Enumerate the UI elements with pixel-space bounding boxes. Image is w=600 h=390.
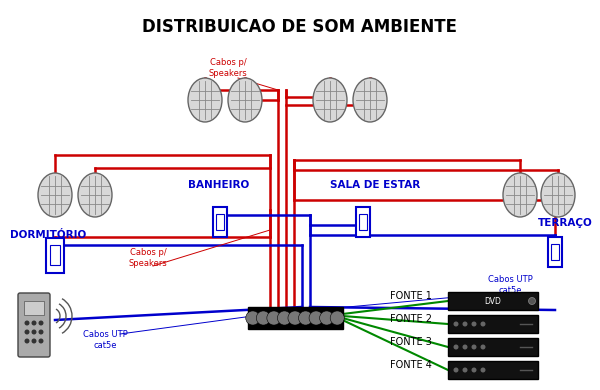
FancyBboxPatch shape	[551, 244, 559, 261]
Text: Cabos UTP
cat5e: Cabos UTP cat5e	[83, 330, 127, 350]
FancyBboxPatch shape	[213, 207, 227, 237]
Text: FONTE 3: FONTE 3	[390, 337, 432, 347]
Circle shape	[481, 367, 485, 372]
Text: FONTE 2: FONTE 2	[390, 314, 432, 324]
Ellipse shape	[188, 78, 222, 122]
FancyBboxPatch shape	[448, 361, 538, 379]
Circle shape	[25, 339, 29, 344]
Circle shape	[463, 367, 467, 372]
Circle shape	[309, 311, 323, 325]
Text: SALA DE ESTAR: SALA DE ESTAR	[330, 180, 420, 190]
Circle shape	[288, 311, 302, 325]
FancyBboxPatch shape	[448, 292, 538, 310]
Ellipse shape	[38, 173, 72, 217]
Circle shape	[267, 311, 281, 325]
Circle shape	[463, 344, 467, 349]
Text: TERRAÇO: TERRAÇO	[538, 218, 593, 228]
FancyBboxPatch shape	[359, 214, 367, 230]
Circle shape	[454, 344, 458, 349]
Circle shape	[32, 321, 37, 326]
Text: DISTRIBUICAO DE SOM AMBIENTE: DISTRIBUICAO DE SOM AMBIENTE	[143, 18, 458, 36]
Circle shape	[38, 321, 44, 326]
Circle shape	[472, 344, 476, 349]
FancyBboxPatch shape	[548, 237, 562, 267]
Circle shape	[472, 367, 476, 372]
Ellipse shape	[228, 78, 262, 122]
Circle shape	[454, 367, 458, 372]
Text: Cabos p/
Speakers: Cabos p/ Speakers	[128, 248, 167, 268]
Text: FONTE 1: FONTE 1	[390, 291, 432, 301]
Text: Cabos UTP
cat5e: Cabos UTP cat5e	[488, 275, 532, 295]
Ellipse shape	[313, 78, 347, 122]
Text: FONTE 4: FONTE 4	[390, 360, 432, 370]
FancyBboxPatch shape	[248, 307, 343, 329]
Circle shape	[277, 311, 292, 325]
Text: DORMITÓRIO: DORMITÓRIO	[10, 230, 86, 240]
Circle shape	[472, 321, 476, 326]
Ellipse shape	[78, 173, 112, 217]
Ellipse shape	[353, 78, 387, 122]
Circle shape	[38, 330, 44, 335]
Circle shape	[529, 298, 536, 305]
Ellipse shape	[503, 173, 537, 217]
Circle shape	[320, 311, 334, 325]
Text: DVD: DVD	[485, 296, 502, 305]
Ellipse shape	[541, 173, 575, 217]
FancyBboxPatch shape	[448, 338, 538, 356]
FancyBboxPatch shape	[24, 301, 44, 315]
Circle shape	[25, 321, 29, 326]
Circle shape	[299, 311, 313, 325]
Circle shape	[32, 339, 37, 344]
Circle shape	[330, 311, 344, 325]
FancyBboxPatch shape	[216, 214, 224, 230]
FancyBboxPatch shape	[18, 293, 50, 357]
FancyBboxPatch shape	[448, 315, 538, 333]
FancyBboxPatch shape	[46, 238, 64, 273]
Text: Cabos p/
Speakers: Cabos p/ Speakers	[209, 58, 247, 78]
Circle shape	[454, 321, 458, 326]
FancyBboxPatch shape	[50, 245, 60, 265]
Circle shape	[32, 330, 37, 335]
Circle shape	[256, 311, 271, 325]
Circle shape	[481, 321, 485, 326]
Circle shape	[481, 344, 485, 349]
Circle shape	[463, 321, 467, 326]
Circle shape	[25, 330, 29, 335]
Text: BANHEIRO: BANHEIRO	[188, 180, 249, 190]
FancyBboxPatch shape	[356, 207, 370, 237]
Circle shape	[246, 311, 260, 325]
Circle shape	[38, 339, 44, 344]
